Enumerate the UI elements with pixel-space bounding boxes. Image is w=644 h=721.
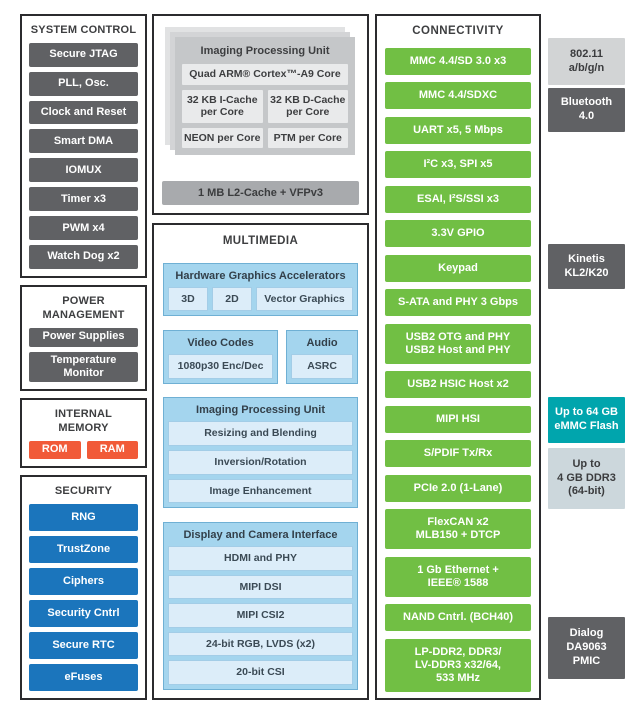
diagram-node: Inversion/Rotation <box>168 450 353 475</box>
power-management-panel: POWER MANAGEMENT Power Supplies Temperatu… <box>20 285 147 391</box>
connectivity-node: LP-DDR2, DDR3/ LV-DDR3 x32/64, 533 MHz <box>385 638 531 692</box>
connectivity-node: MIPI HSI <box>385 405 531 433</box>
diagram-node: RAM <box>86 440 138 459</box>
imaging-processing-box: Imaging Processing Unit Resizing and Ble… <box>163 397 358 509</box>
graphics-accelerators-box: Hardware Graphics Accelerators 3D 2D Vec… <box>163 262 358 317</box>
cpu-card-title: Imaging Processing Unit <box>200 45 330 57</box>
video-codec-title: Video Codes <box>187 337 254 350</box>
system-control-panel: SYSTEM CONTROL Secure JTAG PLL, Osc. Clock… <box>20 14 147 278</box>
connectivity-node: MMC 4.4/SD 3.0 x3 <box>385 47 531 75</box>
wifi-module: 802.11 a/b/g/n <box>548 38 625 85</box>
gpu-vector-node: Vector Graphics <box>256 286 353 312</box>
diagram-node: Ciphers <box>29 567 138 595</box>
ddr3-memory: Up to 4 GB DDR3 (64-bit) <box>548 448 625 509</box>
ptm-node: PTM per Core <box>267 127 348 149</box>
audio-box: Audio ASRC <box>286 330 358 384</box>
internal-memory-title: INTERNAL MEMORY <box>54 408 113 434</box>
diagram-node: eFuses <box>29 663 138 692</box>
connectivity-node: USB2 HSIC Host x2 <box>385 371 531 399</box>
multimedia-title: MULTIMEDIA <box>222 235 299 247</box>
diagram-node: Image Enhancement <box>168 478 353 504</box>
connectivity-node: S-ATA and PHY 3 Gbps <box>385 289 531 317</box>
multimedia-panel: MULTIMEDIA Hardware Graphics Accelerator… <box>152 223 369 700</box>
power-management-title: POWER MANAGEMENT <box>42 295 125 321</box>
diagram-node: Timer x3 <box>29 187 138 212</box>
dcache-node: 32 KB D-Cache per Core <box>267 89 348 123</box>
codec-audio-row: Video Codes 1080p30 Enc/Dec Audio ASRC <box>163 330 358 384</box>
diagram-node: PWM x4 <box>29 216 138 241</box>
internal-memory-panel: INTERNAL MEMORY ROM RAM <box>20 398 147 468</box>
kinetis-mcu: Kinetis KL2/K20 <box>548 244 625 289</box>
display-camera-items: HDMI and PHY MIPI DSI MIPI CSI2 24-bit RGB,… <box>168 546 353 685</box>
diagram-node: MIPI DSI <box>168 574 353 600</box>
diagram-node: 20-bit CSI <box>168 660 353 685</box>
security-panel: SECURITY RNG TrustZone Ciphers Security Cnt… <box>20 475 147 700</box>
diagram-node: RNG <box>29 503 138 531</box>
diagram-node: Secure RTC <box>29 631 138 659</box>
diagram-node: Security Cntrl <box>29 599 138 627</box>
audio-title: Audio <box>306 337 338 350</box>
connectivity-title: CONNECTIVITY <box>412 25 504 37</box>
l2-cache-bar: 1 MB L2-Cache + VFPv3 <box>162 181 359 205</box>
graphics-accelerators-row: 3D 2D Vector Graphics <box>168 286 353 312</box>
imaging-processing-items: Resizing and Blending Inversion/Rotation I… <box>168 421 353 504</box>
diagram-node: PLL, Osc. <box>29 71 138 96</box>
diagram-node: Clock and Reset <box>29 100 138 125</box>
diagram-node: TrustZone <box>29 535 138 563</box>
display-camera-box: Display and Camera Interface HDMI and PH… <box>163 522 358 690</box>
middle-column: Imaging Processing Unit Quad ARM® Cortex… <box>152 14 369 700</box>
diagram-node: IOMUX <box>29 158 138 183</box>
diagram-node: MIPI CSI2 <box>168 603 353 628</box>
diagram-node: Temperature Monitor <box>29 351 138 382</box>
video-codec-node: 1080p30 Enc/Dec <box>168 354 274 379</box>
bluetooth-module: Bluetooth 4.0 <box>548 88 625 132</box>
power-management-items: Power Supplies Temperature Monitor <box>29 327 138 382</box>
security-title: SECURITY <box>54 485 113 497</box>
diagram-node: Watch Dog x2 <box>29 245 138 269</box>
connectivity-node: PCIe 2.0 (1-Lane) <box>385 474 531 502</box>
imaging-processing-title: Imaging Processing Unit <box>196 404 325 417</box>
diagram-node: Power Supplies <box>29 327 138 347</box>
emmc-flash: Up to 64 GB eMMC Flash <box>548 397 625 443</box>
connectivity-node: I²C x3, SPI x5 <box>385 151 531 179</box>
system-control-items: Secure JTAG PLL, Osc. Clock and Reset Smart… <box>29 42 138 269</box>
system-control-title: SYSTEM CONTROL <box>30 24 137 36</box>
neon-node: NEON per Core <box>182 127 263 149</box>
diagram-node: Resizing and Blending <box>168 421 353 447</box>
connectivity-node: NAND Cntrl. (BCH40) <box>385 604 531 632</box>
cpu-core-card: Imaging Processing Unit Quad ARM® Cortex… <box>175 37 355 156</box>
asrc-node: ASRC <box>291 354 353 379</box>
left-column: SYSTEM CONTROL Secure JTAG PLL, Osc. Clock… <box>20 14 147 700</box>
graphics-accelerators-title: Hardware Graphics Accelerators <box>175 269 346 282</box>
diagram-node: Smart DMA <box>29 129 138 154</box>
cpu-cache-row: 32 KB I-Cache per Core 32 KB D-Cache per… <box>182 89 348 123</box>
connectivity-node: 1 Gb Ethernet + IEEE® 1588 <box>385 556 531 597</box>
connectivity-node: 3.3V GPIO <box>385 220 531 248</box>
pmic-module: Dialog DA9063 PMIC <box>548 617 625 679</box>
cpu-panel: Imaging Processing Unit Quad ARM® Cortex… <box>152 14 369 215</box>
diagram-node: Secure JTAG <box>29 42 138 67</box>
connectivity-node: Keypad <box>385 254 531 282</box>
diagram-node: 24-bit RGB, LVDS (x2) <box>168 631 353 657</box>
security-items: RNG TrustZone Ciphers Security Cntrl Secure … <box>29 503 138 692</box>
display-camera-title: Display and Camera Interface <box>183 529 338 542</box>
internal-memory-items: ROM RAM <box>29 440 138 459</box>
diagram-node: HDMI and PHY <box>168 546 353 571</box>
connectivity-node: MMC 4.4/SDXC <box>385 82 531 110</box>
connectivity-node: S/PDIF Tx/Rx <box>385 440 531 468</box>
connectivity-node: FlexCAN x2 MLB150 + DTCP <box>385 509 531 550</box>
gpu-3d-node: 3D <box>168 286 208 312</box>
external-column: 802.11 a/b/g/n Bluetooth 4.0 Kinetis KL2… <box>548 0 625 721</box>
connectivity-node: USB2 OTG and PHY USB2 Host and PHY <box>385 323 531 364</box>
connectivity-node: ESAI, I²S/SSI x3 <box>385 185 531 213</box>
diagram-node: ROM <box>29 440 81 459</box>
video-codec-box: Video Codes 1080p30 Enc/Dec <box>163 330 279 384</box>
connectivity-node: UART x5, 5 Mbps <box>385 116 531 144</box>
cpu-percore-row: NEON per Core PTM per Core <box>182 127 348 149</box>
connectivity-panel: CONNECTIVITY MMC 4.4/SD 3.0 x3 MMC 4.4/SD… <box>375 14 541 700</box>
cpu-core-node: Quad ARM® Cortex™-A9 Core <box>182 64 348 85</box>
icache-node: 32 KB I-Cache per Core <box>182 89 263 123</box>
gpu-2d-node: 2D <box>212 286 252 312</box>
